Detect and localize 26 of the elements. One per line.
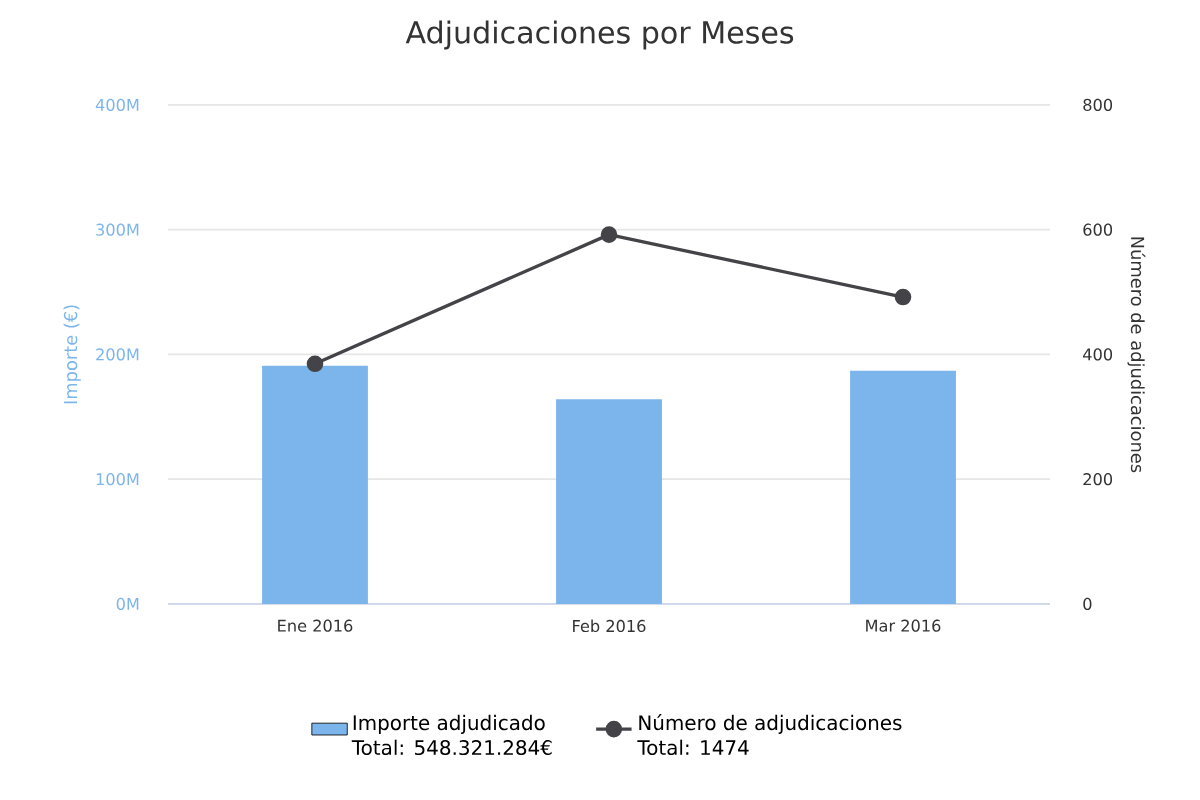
x-tick-label: Feb 2016: [573, 619, 646, 633]
y2-tick-label: 600: [1083, 223, 1113, 236]
bar: [850, 370, 956, 604]
chart-title: Adjudicaciones por Meses: [405, 20, 794, 50]
text: Total: 1474: [637, 739, 749, 756]
y2-tick-label: 0: [1083, 597, 1092, 611]
y-tick-label: 0M: [116, 597, 139, 611]
y2-axis-title: Número de adjudicaciones: [1127, 237, 1146, 473]
bar: [262, 365, 368, 604]
point: [894, 288, 912, 306]
text: Total: 548.321.284€: [351, 739, 552, 756]
y-tick-label: 200M: [96, 348, 139, 361]
x-tick-label: Ene 2016: [278, 619, 353, 632]
legend-label: Importe adjudicado: [353, 714, 545, 735]
bar: [556, 399, 662, 604]
y2-tick-label: 200: [1083, 473, 1113, 486]
y2-tick-label: 800: [1083, 98, 1113, 112]
y-tick-label: 100M: [96, 473, 139, 486]
y-tick-label: 400M: [95, 98, 139, 112]
y-tick-label: 300M: [96, 223, 139, 236]
x-tick-label: Mar 2016: [866, 619, 941, 632]
legend-label: Número de adjudicaciones: [639, 713, 902, 735]
y-axis-title: Importe (€): [63, 305, 81, 404]
point: [306, 355, 324, 373]
y2-tick-label: 400: [1083, 348, 1113, 361]
point: [600, 226, 618, 243]
